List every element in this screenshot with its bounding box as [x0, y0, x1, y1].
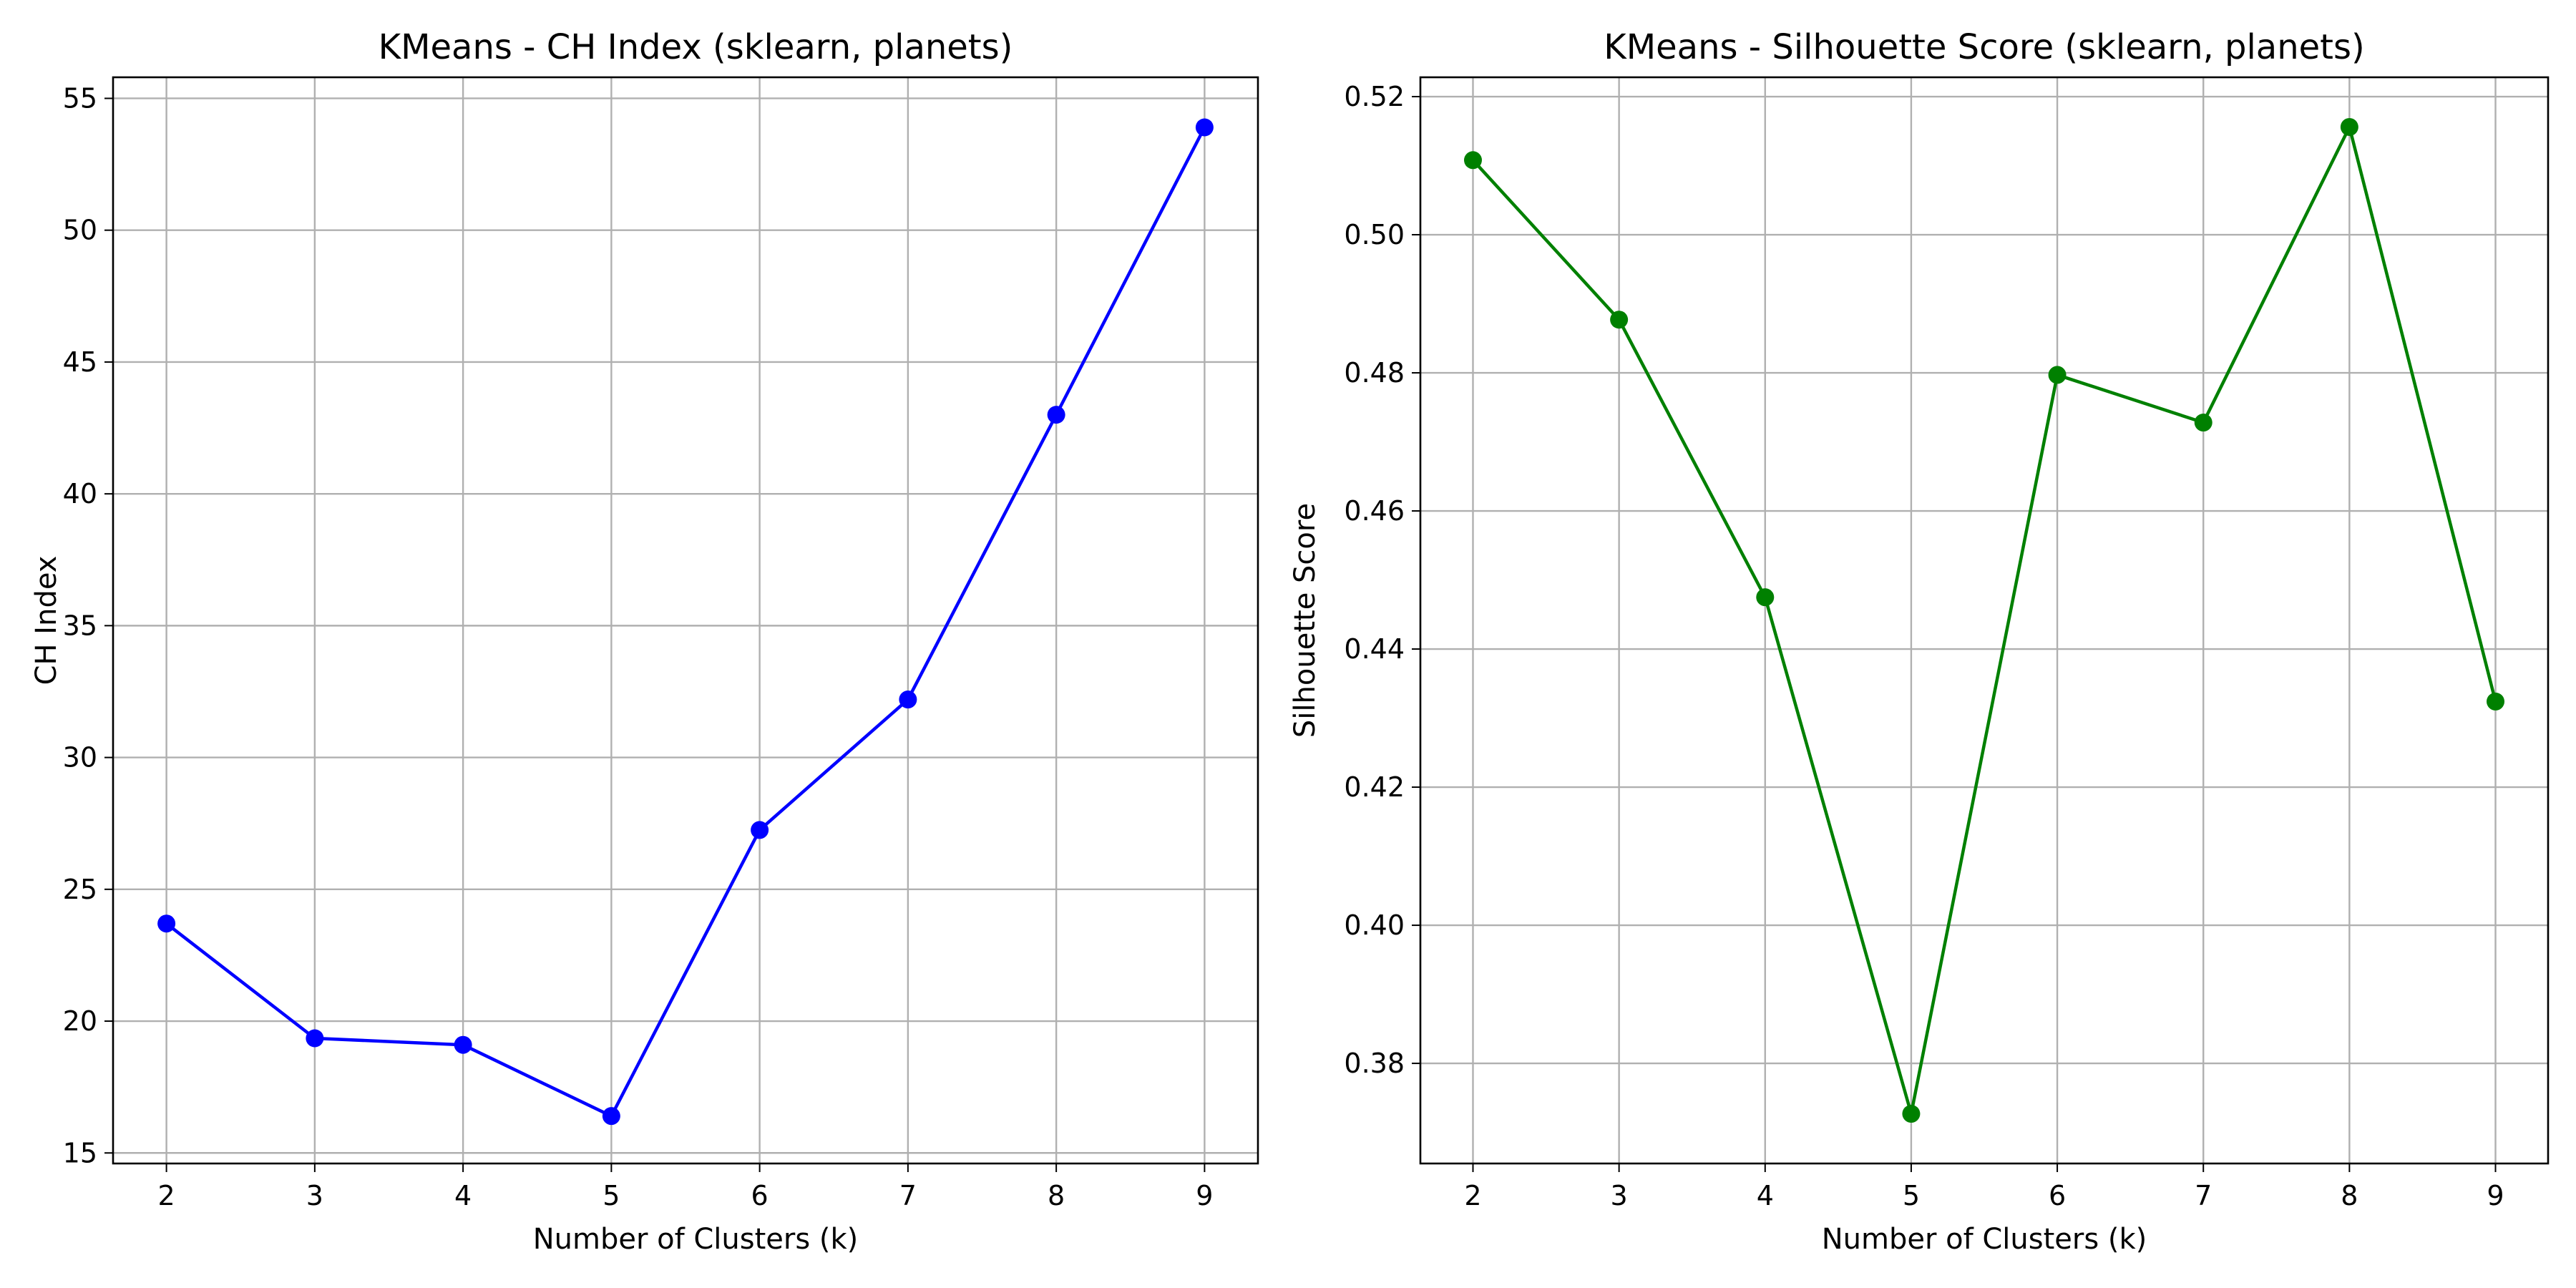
y-tick-label: 0.40	[1344, 909, 1405, 941]
x-tick-label: 6	[2049, 1180, 2066, 1211]
x-tick-label: 3	[1611, 1180, 1628, 1211]
data-point	[2487, 692, 2505, 711]
data-point	[157, 914, 176, 933]
data-point	[1463, 151, 1482, 170]
y-tick-label: 0.44	[1344, 633, 1405, 665]
y-tick-label: 0.48	[1344, 357, 1405, 389]
y-tick-label: 30	[63, 742, 97, 774]
x-tick-label: 2	[158, 1180, 175, 1211]
x-tick-label: 6	[751, 1180, 769, 1211]
y-tick-label: 0.46	[1344, 495, 1405, 527]
y-axis-label: Silhouette Score	[1289, 503, 1322, 738]
grid	[1420, 77, 2548, 1163]
ch-index-chart: KMeans - CH Index (sklearn, planets) Num…	[30, 27, 1259, 1256]
plot-frame	[1419, 76, 2550, 1165]
data-point	[1756, 588, 1775, 607]
x-tick-label: 5	[602, 1180, 620, 1211]
data-point	[454, 1035, 472, 1054]
data-point	[1047, 406, 1065, 424]
y-tick-label: 35	[63, 610, 97, 641]
y-tick-label: 50	[63, 215, 97, 246]
data-point	[1902, 1105, 1921, 1123]
x-tick-label: 9	[1196, 1180, 1213, 1211]
x-axis-label: Number of Clusters (k)	[1822, 1223, 2147, 1256]
y-tick-label: 20	[63, 1005, 97, 1037]
plot-frame	[112, 76, 1259, 1165]
data-point	[899, 691, 917, 709]
y-tick-label: 0.42	[1344, 771, 1405, 803]
grid	[113, 77, 1258, 1163]
x-tick-label: 7	[899, 1180, 917, 1211]
y-tick-label: 15	[63, 1137, 97, 1169]
x-axis-label: Number of Clusters (k)	[533, 1223, 859, 1256]
y-tick-label: 0.52	[1344, 81, 1405, 112]
y-tick-label: 0.50	[1344, 219, 1405, 250]
data-point	[2340, 117, 2358, 136]
data-point	[1195, 118, 1214, 137]
silhouette-score-chart: KMeans - Silhouette Score (sklearn, plan…	[1289, 27, 2550, 1256]
data-point	[751, 821, 769, 839]
x-tick-label: 8	[1048, 1180, 1065, 1211]
chart-title: KMeans - Silhouette Score (sklearn, plan…	[1604, 27, 2364, 67]
x-tick-label: 4	[1757, 1180, 1774, 1211]
data-point	[2048, 366, 2067, 384]
data-point	[306, 1029, 324, 1048]
series-line	[165, 126, 1206, 1118]
y-tick-label: 55	[63, 82, 97, 114]
y-tick-label: 25	[63, 874, 97, 905]
y-tick-label: 40	[63, 478, 97, 509]
data-point	[1610, 311, 1629, 329]
x-tick-label: 9	[2487, 1180, 2504, 1211]
x-tick-label: 8	[2341, 1180, 2358, 1211]
data-point	[2194, 414, 2212, 432]
x-tick-label: 3	[306, 1180, 323, 1211]
data-point	[602, 1107, 620, 1126]
x-tick-label: 4	[454, 1180, 472, 1211]
y-tick-label: 0.38	[1344, 1048, 1405, 1079]
x-tick-label: 7	[2195, 1180, 2212, 1211]
series-line	[1471, 125, 2497, 1116]
chart-title: KMeans - CH Index (sklearn, planets)	[379, 27, 1013, 67]
y-tick-label: 45	[63, 346, 97, 378]
x-tick-label: 2	[1464, 1180, 1481, 1211]
x-tick-label: 5	[1903, 1180, 1920, 1211]
y-axis-label: CH Index	[30, 556, 63, 686]
